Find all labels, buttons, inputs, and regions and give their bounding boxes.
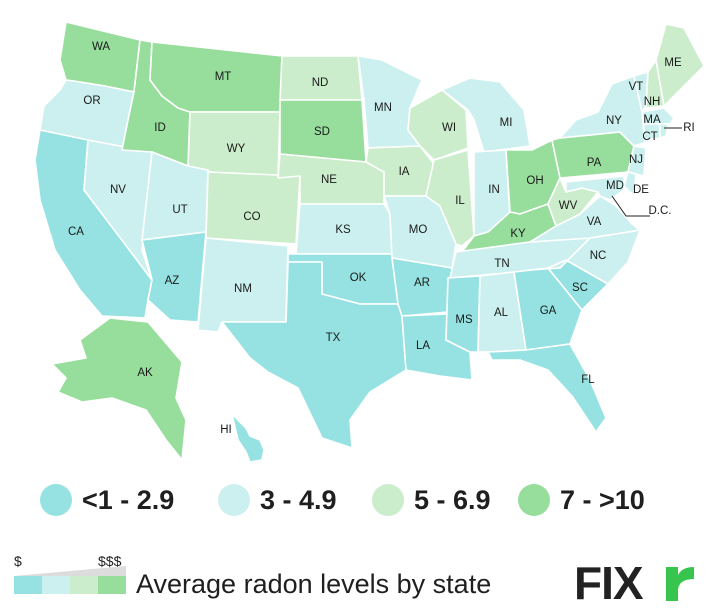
label-nd: ND [312,77,329,89]
legend-item-7-10: 7 - >10 [518,478,645,522]
label-wv: WV [559,200,578,212]
state-md [565,175,625,201]
label-pa: PA [587,157,602,169]
label-mt: MT [215,71,232,83]
label-tn: TN [494,258,509,270]
map-caption: Average radon levels by state [136,569,492,599]
label-ny: NY [606,115,622,127]
scale-seg-3 [70,576,98,594]
legend-label-3-4-9: 3 - 4.9 [260,484,337,515]
label-nc: NC [590,250,607,262]
cost-low-label: $ [14,553,22,569]
state-hi [231,413,265,463]
legend-item-lt1-2-9: <1 - 2.9 [40,478,174,522]
state-tx [221,261,407,449]
label-ne: NE [321,174,337,186]
dc-leader-line [611,195,650,217]
state-va [529,195,641,243]
state-ak [51,317,187,461]
label-al: AL [494,307,509,319]
label-md: MD [606,180,624,192]
state-nj [627,145,647,177]
label-ms: MS [455,314,473,326]
legend-dot-7-10 [518,484,550,516]
label-me: ME [664,57,682,69]
color-scale-bar [14,576,126,594]
label-de: DE [633,184,649,196]
label-oh: OH [526,175,543,187]
legend-label-lt1-2-9: <1 - 2.9 [82,484,175,515]
scale-seg-2 [42,576,70,594]
fixr-logo: FIX [574,557,694,607]
label-mi: MI [500,117,513,129]
state-me [655,23,705,107]
label-ak: AK [137,367,153,379]
label-wy: WY [227,143,246,155]
label-ok: OK [350,272,367,284]
label-ca: CA [68,226,84,238]
label-tx: TX [326,332,341,344]
legend-dot-5-6-9 [372,484,404,516]
state-ar [391,257,453,317]
state-de [623,171,637,197]
state-ma [641,107,675,125]
label-nv: NV [110,184,126,196]
state-mi [441,77,531,153]
state-fl [487,343,607,433]
label-ar: AR [414,277,430,289]
label-dc: D.C. [649,205,672,217]
label-ri: RI [683,122,695,134]
state-ri [659,123,669,139]
label-mn: MN [374,102,392,114]
scale-seg-1 [14,576,42,594]
label-sd: SD [314,126,330,138]
us-radon-map: WA OR CA NV ID MT WY UT AZ CO NM ND SD N… [34,21,705,463]
label-nh: NH [644,96,661,108]
label-hi: HI [220,424,232,436]
state-pa [551,131,635,179]
legend-label-7-10: 7 - >10 [560,484,645,515]
label-wi: WI [442,122,456,134]
label-ga: GA [540,305,557,317]
label-id: ID [154,122,166,134]
state-ms [445,275,481,353]
legend: <1 - 2.9 3 - 4.9 5 - 6.9 7 - >10 [0,478,711,526]
label-ct: CT [642,131,657,143]
legend-item-3-4-9: 3 - 4.9 [218,478,337,522]
label-ia: IA [399,166,410,178]
label-ut: UT [172,204,187,216]
label-sc: SC [572,282,588,294]
label-ks: KS [335,224,351,236]
scale-seg-4 [98,576,126,594]
label-in: IN [488,184,500,196]
legend-label-5-6-9: 5 - 6.9 [414,484,491,515]
logo-r-mark [666,567,694,601]
label-nm: NM [234,283,252,295]
legend-dot-lt1-2-9 [40,484,72,516]
label-fl: FL [581,374,595,386]
label-or: OR [83,95,100,107]
label-az: AZ [165,275,180,287]
label-va: VA [587,216,602,228]
label-vt: VT [629,81,644,93]
state-co [205,171,301,245]
legend-dot-3-4-9 [218,484,250,516]
label-la: LA [416,340,430,352]
label-ma: MA [643,114,661,126]
cost-high-label: $$$ [98,553,122,569]
label-wa: WA [92,41,110,53]
cost-wedge [14,566,126,576]
footer: $ $$$ Average radon levels by state FIX [0,545,711,610]
logo-text: FIX [574,557,644,607]
legend-item-5-6-9: 5 - 6.9 [372,478,491,522]
state-il [425,149,475,247]
label-ky: KY [510,228,526,240]
label-il: IL [455,195,465,207]
label-co: CO [243,211,260,223]
label-nj: NJ [629,154,643,166]
label-mo: MO [409,224,428,236]
